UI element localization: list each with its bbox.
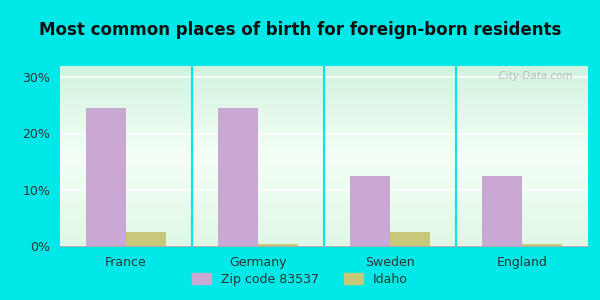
Bar <box>482 176 522 246</box>
Bar <box>86 108 126 246</box>
Bar <box>350 176 390 246</box>
Bar <box>390 232 430 246</box>
Bar <box>522 244 562 246</box>
Bar <box>218 108 258 246</box>
Bar <box>258 244 298 246</box>
Text: Most common places of birth for foreign-born residents: Most common places of birth for foreign-… <box>39 21 561 39</box>
Bar <box>126 232 166 246</box>
Text: City-Data.com: City-Data.com <box>491 71 572 81</box>
Legend: Zip code 83537, Idaho: Zip code 83537, Idaho <box>187 268 413 291</box>
